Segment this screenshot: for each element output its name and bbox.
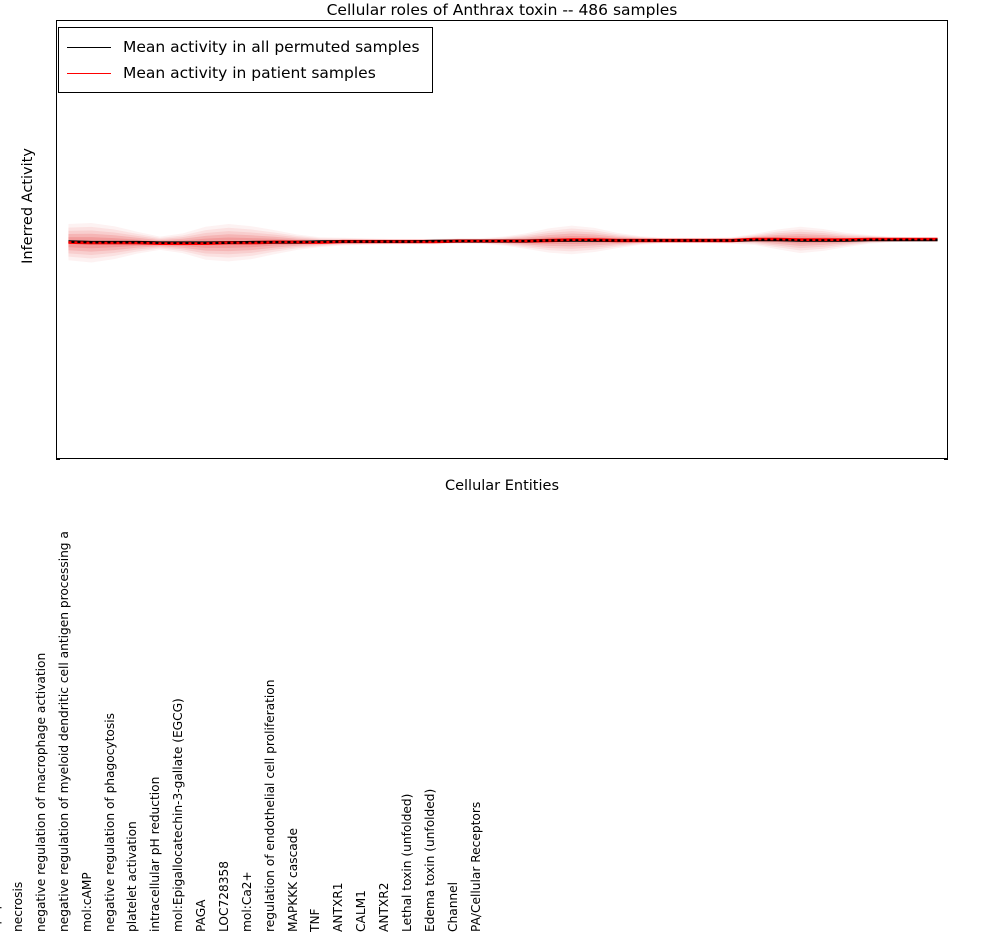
y-axis-label: Inferred Activity	[20, 86, 36, 326]
y-tick-mark	[944, 459, 948, 460]
x-axis-label: Cellular Entities	[56, 478, 948, 494]
legend-label: Mean activity in all permuted samples	[123, 38, 420, 56]
legend-line-swatch	[67, 73, 111, 74]
legend-item: Mean activity in all permuted samples	[67, 34, 420, 60]
x-tick-label: PA/Cellular Receptors	[470, 802, 942, 932]
legend-item: Mean activity in patient samples	[67, 60, 420, 86]
violin-chart-figure: Cellular roles of Anthrax toxin -- 486 s…	[0, 0, 1000, 500]
chart-title: Cellular roles of Anthrax toxin -- 486 s…	[56, 0, 948, 20]
y-tick-mark	[56, 459, 60, 460]
legend-line-swatch	[67, 47, 111, 48]
legend-label: Mean activity in patient samples	[123, 64, 376, 82]
legend-box: Mean activity in all permuted samples Mea…	[58, 27, 433, 93]
